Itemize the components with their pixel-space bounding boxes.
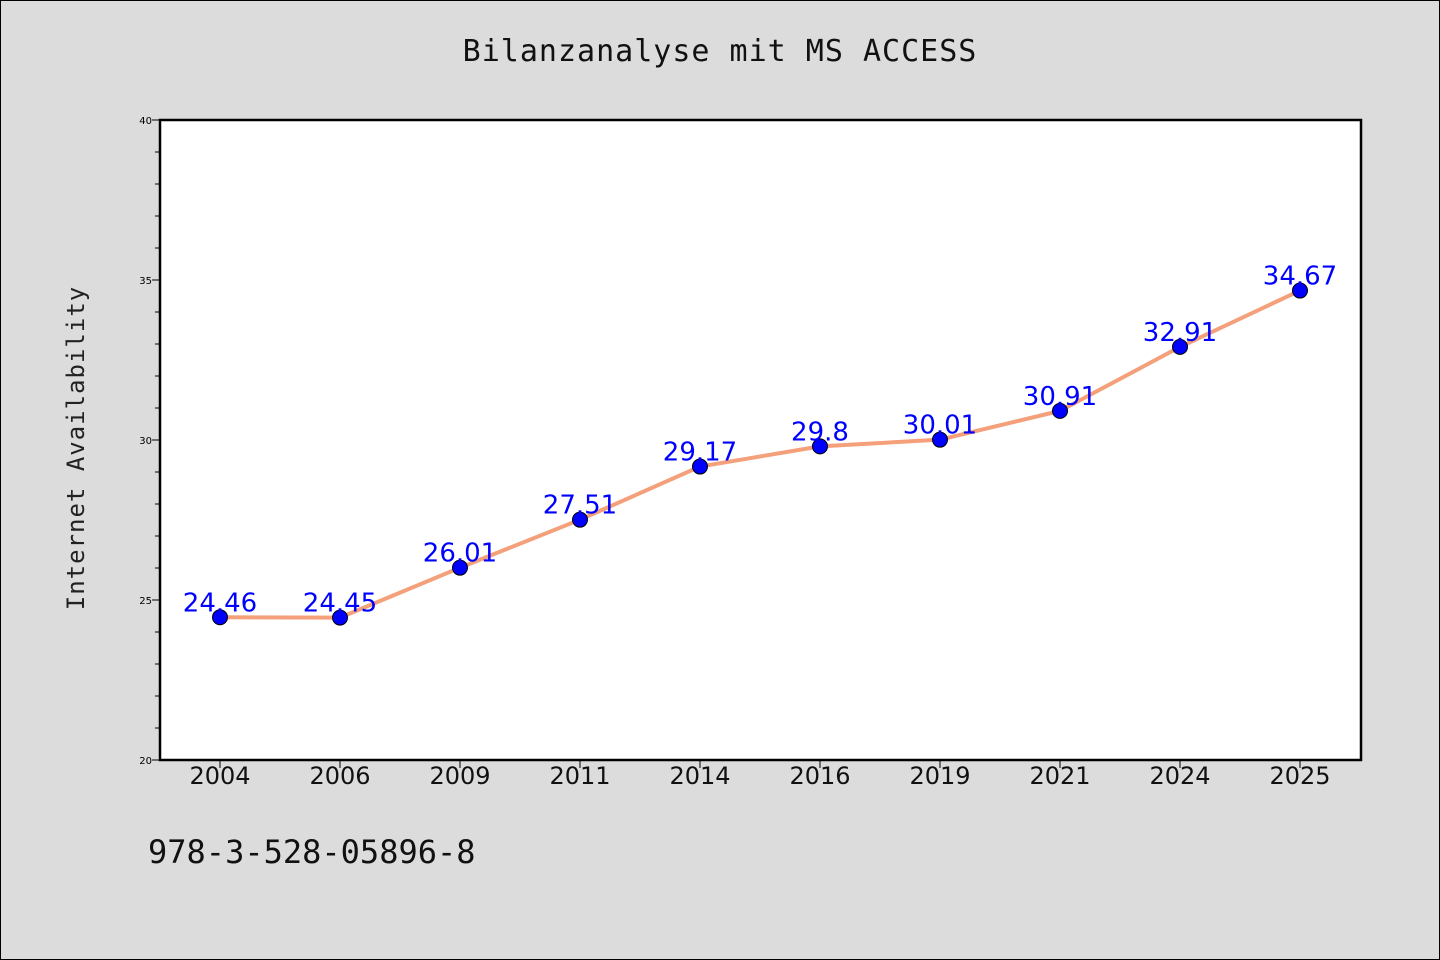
x-tick-label: 2006	[309, 762, 370, 790]
x-tick-label: 2025	[1269, 762, 1330, 790]
data-label: 24.45	[303, 589, 377, 619]
data-label: 29.8	[791, 417, 849, 447]
x-tick-label: 2004	[189, 762, 250, 790]
data-label: 30.91	[1023, 382, 1097, 412]
data-markers	[212, 282, 1308, 626]
x-tick-label: 2021	[1029, 762, 1090, 790]
data-label: 26.01	[423, 539, 497, 569]
data-point	[572, 511, 588, 528]
data-label: 34.67	[1263, 262, 1337, 292]
data-label: 24.46	[183, 588, 257, 618]
series-line	[219, 288, 1301, 620]
data-point	[212, 609, 228, 626]
y-tick-label: 40	[139, 116, 152, 127]
data-point	[1052, 402, 1068, 419]
x-tick-label: 2009	[429, 762, 490, 790]
data-label: 27.51	[543, 491, 617, 521]
y-axis: 20 25 30 35 40	[139, 116, 160, 767]
data-point	[1292, 282, 1308, 299]
data-label: 30.01	[903, 411, 977, 441]
plot-area	[158, 118, 1363, 762]
y-tick-label: 35	[139, 276, 152, 287]
data-point	[452, 559, 468, 576]
data-point	[1172, 338, 1188, 355]
data-point	[812, 438, 828, 455]
x-tick-label: 2011	[549, 762, 610, 790]
y-tick-label: 30	[139, 436, 152, 447]
y-tick-label: 25	[139, 596, 152, 607]
isbn-text: 978-3-528-05896-8	[148, 833, 476, 871]
chart-title: Bilanzanalyse mit MS ACCESS	[462, 34, 978, 69]
x-tick-label: 2024	[1149, 762, 1210, 790]
data-point	[932, 431, 948, 448]
data-point	[332, 609, 348, 626]
data-point	[692, 458, 708, 475]
x-axis: 2004 2006 2009 2011 2014 2016 2019 2021 2024 2025	[189, 760, 1331, 790]
y-tick-label: 20	[139, 756, 152, 767]
x-tick-label: 2014	[669, 762, 730, 790]
data-label: 29.17	[663, 438, 737, 468]
x-tick-label: 2019	[909, 762, 970, 790]
data-label: 32.91	[1143, 318, 1217, 348]
data-labels: 24.46 24.45 26.01 27.51 29.17 29.8 30.01 30.91 3…	[183, 262, 1337, 619]
x-tick-label: 2016	[789, 762, 850, 790]
